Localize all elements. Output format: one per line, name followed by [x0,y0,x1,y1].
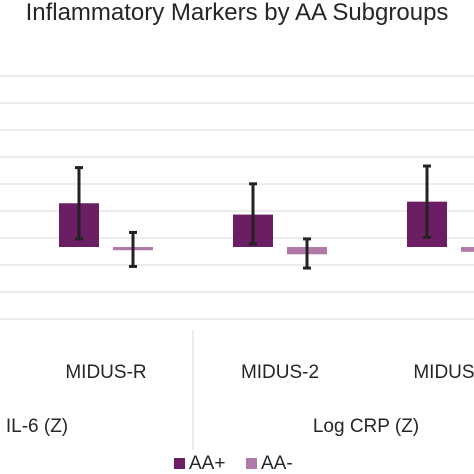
legend-swatch [246,458,257,469]
error-bar [303,237,311,270]
error-bar [75,166,83,241]
bar-aa-2 [461,247,474,252]
category-label: MIDUS-R [413,362,474,383]
category-label: MIDUS-R [65,362,146,383]
chart-title: Inflammatory Markers by AA Subgroups [26,0,449,26]
legend-label: AA- [261,453,293,474]
group-label: Log CRP (Z) [313,416,419,437]
error-bar [423,164,431,239]
error-bar [129,230,137,268]
legend-item: AA+ [174,453,225,474]
error-bar [249,182,257,246]
x-axis: MIDUS-R MIDUS-2 MIDUS-R IL-6 (Z) Log CRP (Z) [6,330,474,450]
error-bars [75,164,431,270]
bars [59,201,474,255]
gridlines [0,75,474,320]
legend-swatch [174,458,185,469]
legend-label: AA+ [189,453,225,474]
category-label: MIDUS-2 [241,362,319,383]
legend: AA+ AA- [174,453,293,474]
group-label: IL-6 (Z) [6,416,68,437]
legend-item: AA- [246,453,293,474]
